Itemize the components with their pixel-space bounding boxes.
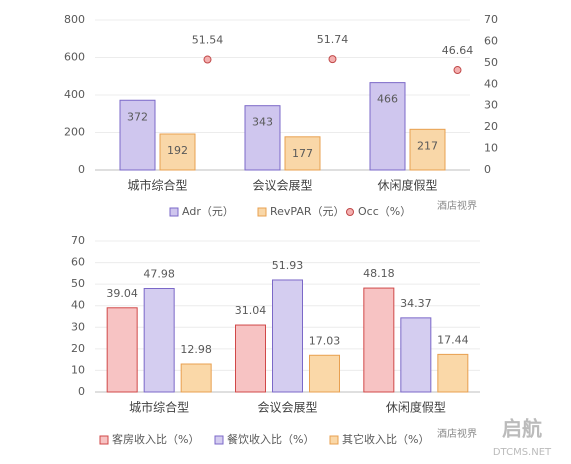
value-label: 47.98	[143, 268, 175, 281]
bar	[409, 128, 446, 171]
dot	[203, 55, 212, 64]
y-tick-label: 60	[71, 256, 85, 269]
x-tick-label: 城市综合型	[129, 400, 189, 415]
y2-tick-label: 30	[484, 99, 498, 112]
bar	[119, 99, 156, 171]
y-tick-label: 70	[71, 234, 85, 247]
value-label: 192	[167, 144, 188, 157]
value-label: 51.54	[192, 34, 224, 47]
bar	[369, 82, 406, 171]
brand-watermark: 启航	[502, 417, 542, 441]
value-label: 51.74	[317, 33, 349, 46]
dot	[453, 66, 462, 75]
dot	[328, 55, 337, 64]
value-label: 372	[127, 110, 148, 123]
legend-swatch	[346, 208, 354, 216]
value-label: 177	[292, 147, 313, 160]
legend-label: 其它收入比（%）	[342, 432, 429, 446]
value-label: 466	[377, 93, 398, 106]
legend-swatch	[214, 435, 224, 445]
value-label: 17.03	[309, 334, 341, 347]
y-tick-label: 30	[71, 320, 85, 333]
y-tick-label: 20	[71, 342, 85, 355]
y-tick-label: 200	[64, 126, 85, 139]
value-label: 51.93	[272, 259, 304, 272]
y-tick-label: 400	[64, 88, 85, 101]
y-tick-label: 800	[64, 13, 85, 26]
value-label: 343	[252, 116, 273, 129]
bar	[143, 288, 175, 393]
legend-swatch	[99, 435, 109, 445]
legend-swatch	[329, 435, 339, 445]
value-label: 39.04	[106, 287, 138, 300]
y2-tick-label: 10	[484, 142, 498, 155]
legend-label: 餐饮收入比（%）	[227, 432, 314, 446]
bar	[159, 133, 196, 171]
value-label: 48.18	[363, 267, 395, 280]
y2-tick-label: 50	[484, 56, 498, 69]
legend-swatch	[169, 207, 179, 217]
legend-swatch	[257, 207, 267, 217]
bar	[106, 307, 138, 393]
value-label: 31.04	[235, 304, 267, 317]
y-tick-label: 0	[78, 385, 85, 398]
y2-tick-label: 0	[484, 163, 491, 176]
bar	[235, 324, 266, 393]
bar	[437, 353, 469, 393]
x-tick-label: 会议会展型	[257, 401, 317, 415]
y2-tick-label: 60	[484, 34, 498, 47]
bar	[284, 136, 321, 171]
bar	[244, 105, 281, 171]
bar	[272, 279, 303, 393]
legend-label: RevPAR（元）	[270, 205, 345, 218]
x-tick-label: 城市综合型	[127, 178, 187, 193]
y-tick-label: 0	[78, 163, 85, 176]
y-tick-label: 40	[71, 299, 85, 312]
legend-label: Adr（元）	[182, 205, 234, 218]
bar	[400, 317, 432, 393]
bar	[309, 354, 340, 393]
bar	[180, 363, 212, 393]
value-label: 46.64	[442, 44, 474, 57]
legend-label: Occ（%）	[358, 205, 411, 218]
y-tick-label: 600	[64, 51, 85, 64]
legend-label: 客房收入比（%）	[112, 432, 199, 446]
value-label: 17.44	[437, 333, 469, 346]
y2-tick-label: 70	[484, 13, 498, 26]
bar	[363, 287, 395, 393]
value-label: 12.98	[180, 343, 212, 356]
x-tick-label: 会议会展型	[252, 179, 312, 193]
x-tick-label: 休闲度假型	[377, 178, 437, 193]
watermark: 酒店视界	[437, 199, 477, 212]
y-tick-label: 10	[71, 363, 85, 376]
watermark: 酒店视界	[437, 427, 477, 440]
y2-tick-label: 20	[484, 120, 498, 133]
value-label: 34.37	[400, 297, 432, 310]
y-tick-label: 50	[71, 277, 85, 290]
site-watermark: DTCMS.NET	[493, 447, 552, 458]
x-tick-label: 休闲度假型	[386, 400, 446, 415]
y2-tick-label: 40	[484, 77, 498, 90]
value-label: 217	[417, 139, 438, 152]
